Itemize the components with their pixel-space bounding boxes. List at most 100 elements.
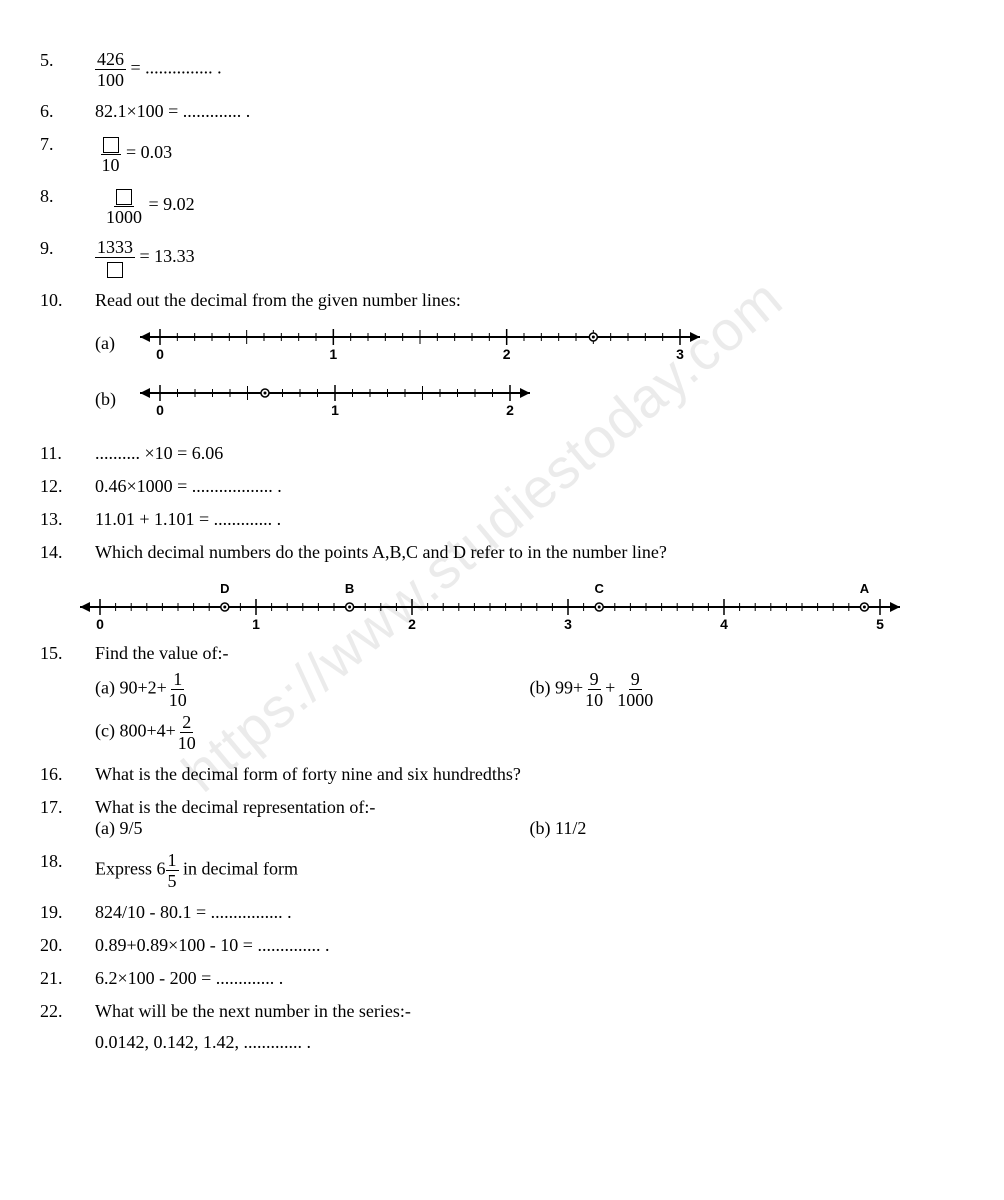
svg-text:B: B <box>345 581 354 596</box>
numerator-box <box>101 134 121 155</box>
text: + <box>605 677 615 697</box>
svg-text:A: A <box>860 581 870 596</box>
numerator: 1 <box>171 670 184 690</box>
fraction: 15 <box>166 851 179 890</box>
sub-b: (b) 11/2 <box>530 818 965 839</box>
question-12: 12. 0.46×1000 = .................. . <box>40 476 964 497</box>
denominator: 10 <box>176 733 198 752</box>
question-19: 19. 824/10 - 80.1 = ................ . <box>40 902 964 923</box>
text: What is the decimal representation of:- <box>95 797 964 818</box>
qnum: 20. <box>40 935 95 956</box>
question-6: 6. 82.1×100 = ............. . <box>40 101 964 122</box>
text: 0.46×1000 = .................. . <box>95 476 964 497</box>
denominator: 1000 <box>104 207 144 226</box>
question-21: 21. 6.2×100 - 200 = ............. . <box>40 968 964 989</box>
numerator-box <box>114 186 134 207</box>
svg-text:2: 2 <box>503 346 511 362</box>
question-22: 22. What will be the next number in the … <box>40 1001 964 1053</box>
text: 824/10 - 80.1 = ................ . <box>95 902 964 923</box>
question-13: 13. 11.01 + 1.101 = ............. . <box>40 509 964 530</box>
qnum: 16. <box>40 764 95 785</box>
question-10: 10. Read out the decimal from the given … <box>40 290 964 431</box>
sub-label: (b) <box>95 389 135 410</box>
qbody: 1333 = 13.33 <box>95 238 964 278</box>
text: in decimal form <box>179 858 298 878</box>
denominator: 5 <box>166 871 179 890</box>
svg-text:0: 0 <box>156 346 164 362</box>
text: Express 6 <box>95 858 166 878</box>
numerator: 2 <box>180 713 193 733</box>
svg-text:1: 1 <box>331 402 339 418</box>
text: Find the value of:- <box>95 643 964 664</box>
number-line-a: 0 1 2 3 <box>135 319 705 369</box>
sub-a: (a) 9/5 <box>95 818 530 839</box>
svg-text:1: 1 <box>329 346 337 362</box>
qbody: 1000 = 9.02 <box>95 186 964 226</box>
text: (a) 90+2+ <box>95 677 167 697</box>
qnum: 22. <box>40 1001 95 1022</box>
svg-text:1: 1 <box>252 616 260 631</box>
text: = 0.03 <box>122 142 173 162</box>
qnum: 6. <box>40 101 95 122</box>
question-11: 11. .......... ×10 = 6.06 <box>40 443 964 464</box>
svg-text:3: 3 <box>676 346 684 362</box>
denominator: 10 <box>167 690 189 709</box>
denominator-box <box>105 258 125 278</box>
qnum: 19. <box>40 902 95 923</box>
qnum: 14. <box>40 542 95 563</box>
qnum: 7. <box>40 134 95 155</box>
series: 0.0142, 0.142, 1.42, ............. . <box>95 1032 964 1053</box>
text: What will be the next number in the seri… <box>95 1001 964 1022</box>
text: Read out the decimal from the given numb… <box>95 290 964 311</box>
number-line-b: 0 1 2 <box>135 375 535 425</box>
text: Which decimal numbers do the points A,B,… <box>95 542 964 563</box>
denominator: 10 <box>100 155 122 174</box>
question-16: 16. What is the decimal form of forty ni… <box>40 764 964 785</box>
qbody: Which decimal numbers do the points A,B,… <box>95 542 964 631</box>
sub-a: (a) 90+2+110 <box>95 670 530 709</box>
question-8: 8. 1000 = 9.02 <box>40 186 964 226</box>
fraction: 210 <box>176 713 198 752</box>
svg-text:0: 0 <box>156 402 164 418</box>
numerator: 9 <box>588 670 601 690</box>
text: = 9.02 <box>144 194 195 214</box>
text: .......... ×10 = 6.06 <box>95 443 964 464</box>
qbody: Find the value of:- (a) 90+2+110 (b) 99+… <box>95 643 964 752</box>
svg-text:D: D <box>220 581 229 596</box>
denominator: 100 <box>95 70 126 89</box>
qnum: 13. <box>40 509 95 530</box>
text: 11.01 + 1.101 = ............. . <box>95 509 964 530</box>
fraction: 426 100 <box>95 50 126 89</box>
svg-text:0: 0 <box>96 616 104 631</box>
qnum: 9. <box>40 238 95 259</box>
text: = ............... . <box>126 58 222 78</box>
denominator: 10 <box>583 690 605 709</box>
sub-b: (b) 99+910+91000 <box>530 670 965 709</box>
denominator: 1000 <box>615 690 655 709</box>
question-15: 15. Find the value of:- (a) 90+2+110 (b)… <box>40 643 964 752</box>
qbody: What will be the next number in the seri… <box>95 1001 964 1053</box>
question-14: 14. Which decimal numbers do the points … <box>40 542 964 631</box>
text: What is the decimal form of forty nine a… <box>95 764 964 785</box>
qnum: 12. <box>40 476 95 497</box>
qbody: 426 100 = ............... . <box>95 50 964 89</box>
svg-text:2: 2 <box>408 616 416 631</box>
svg-text:5: 5 <box>876 616 884 631</box>
fraction: 10 <box>100 134 122 174</box>
text: 0.89+0.89×100 - 10 = .............. . <box>95 935 964 956</box>
qnum: 5. <box>40 50 95 71</box>
qbody: What is the decimal representation of:- … <box>95 797 964 839</box>
qnum: 17. <box>40 797 95 818</box>
qnum: 15. <box>40 643 95 664</box>
question-18: 18. Express 615 in decimal form <box>40 851 964 890</box>
numerator: 9 <box>629 670 642 690</box>
svg-text:C: C <box>595 581 605 596</box>
qbody: Express 615 in decimal form <box>95 851 964 890</box>
question-7: 7. 10 = 0.03 <box>40 134 964 174</box>
svg-text:2: 2 <box>506 402 514 418</box>
fraction: 1000 <box>104 186 144 226</box>
qbody: 10 = 0.03 <box>95 134 964 174</box>
sub-label: (a) <box>95 333 135 354</box>
question-5: 5. 426 100 = ............... . <box>40 50 964 89</box>
fraction: 1333 <box>95 238 135 278</box>
